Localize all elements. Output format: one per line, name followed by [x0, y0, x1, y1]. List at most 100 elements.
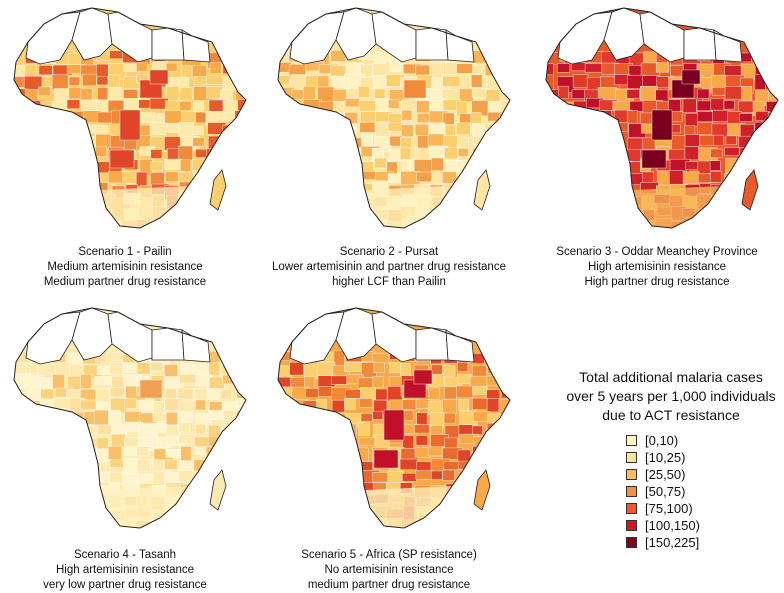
region-cell [14, 470, 27, 486]
region-cell [233, 158, 246, 172]
region-cell [684, 146, 699, 161]
region-cell [237, 423, 246, 436]
region-cell [180, 65, 192, 79]
region-cell [24, 64, 37, 78]
region-cell [559, 148, 578, 160]
region-cell [546, 205, 560, 215]
region-cell [208, 161, 224, 173]
region-cell [741, 86, 753, 101]
region-cell [53, 472, 66, 483]
region-cell [333, 448, 349, 461]
legend-label: [75,100) [645, 500, 693, 516]
region-cell [304, 421, 323, 436]
region-cell [195, 423, 207, 434]
region-cell [331, 496, 343, 512]
region-cell [164, 110, 182, 124]
region-cell [136, 446, 149, 457]
region-cell [14, 220, 29, 228]
hotspot-region [641, 149, 667, 169]
africa-map-scenario-5 [277, 307, 511, 529]
legend-item: [150,225] [626, 534, 700, 550]
region-cell [431, 470, 443, 480]
legend-label: [10,25) [645, 449, 686, 465]
region-cell [181, 206, 200, 216]
region-cell [288, 472, 305, 488]
region-cell [195, 472, 209, 483]
region-cell [344, 98, 360, 108]
region-cell [278, 518, 293, 528]
region-cell [302, 184, 321, 198]
region-cell [317, 483, 336, 495]
region-cell [234, 485, 245, 495]
region-cell [222, 508, 235, 520]
region-cell [40, 495, 52, 506]
region-cell [165, 449, 184, 458]
region-cell [278, 207, 294, 219]
region-cell [344, 423, 357, 434]
region-cell [150, 161, 163, 172]
region-cell [108, 446, 123, 461]
region-cell [361, 133, 373, 146]
region-cell [484, 496, 502, 506]
region-cell [318, 149, 335, 166]
region-cell [697, 122, 713, 135]
region-cell [122, 62, 137, 72]
region-cell [556, 183, 573, 196]
region-cell [753, 148, 767, 161]
region-cell [612, 172, 626, 183]
region-cell [23, 171, 36, 181]
region-cell [344, 506, 357, 516]
region-cell [486, 148, 504, 160]
region-cell [38, 65, 53, 76]
region-cell [697, 88, 710, 99]
region-cell [109, 50, 124, 60]
region-cell [572, 135, 585, 148]
region-cell [27, 110, 44, 120]
hotspot-region [383, 409, 405, 441]
region-cell [401, 109, 413, 121]
region-cell [195, 399, 206, 411]
region-cell [234, 185, 246, 200]
region-cell [302, 124, 316, 140]
region-cell [375, 388, 388, 401]
region-cell [612, 160, 631, 176]
region-cell [220, 389, 232, 400]
region-cell [107, 171, 124, 184]
region-cell [234, 51, 246, 61]
region-cell [417, 521, 433, 528]
region-cell [332, 435, 349, 448]
region-cell [38, 146, 56, 160]
region-cell [278, 411, 297, 426]
caption-scenario-5: Scenario 5 - Africa (SP resistance) No a… [264, 548, 514, 593]
region-cell [53, 122, 65, 133]
region-cell [236, 459, 246, 469]
region-cell [456, 184, 477, 200]
region-cell [485, 50, 498, 62]
region-cell [557, 63, 570, 73]
region-cell [330, 422, 343, 435]
region-cell [278, 221, 292, 228]
region-cell [546, 113, 557, 129]
region-cell [585, 209, 603, 224]
region-cell [755, 111, 770, 122]
region-cell [457, 148, 469, 157]
region-cell [206, 507, 226, 522]
region-cell [316, 121, 336, 134]
region-cell [52, 374, 65, 390]
region-cell [484, 436, 497, 446]
region-cell [14, 508, 31, 523]
map-panel-scenario-1: Scenario 1 - Pailin Medium artemisinin r… [0, 0, 250, 290]
region-cell [317, 185, 337, 201]
region-cell [359, 122, 376, 133]
region-cell [289, 206, 304, 220]
region-cell [470, 461, 484, 478]
region-cell [372, 376, 384, 388]
africa-outline [13, 307, 247, 529]
region-cell [26, 472, 42, 489]
region-cell [81, 193, 99, 210]
region-cell [712, 195, 728, 211]
region-cell [25, 484, 45, 499]
map-panel-scenario-5: Scenario 5 - Africa (SP resistance) No a… [264, 300, 514, 593]
region-cell [179, 101, 192, 111]
region-cell [220, 424, 240, 441]
